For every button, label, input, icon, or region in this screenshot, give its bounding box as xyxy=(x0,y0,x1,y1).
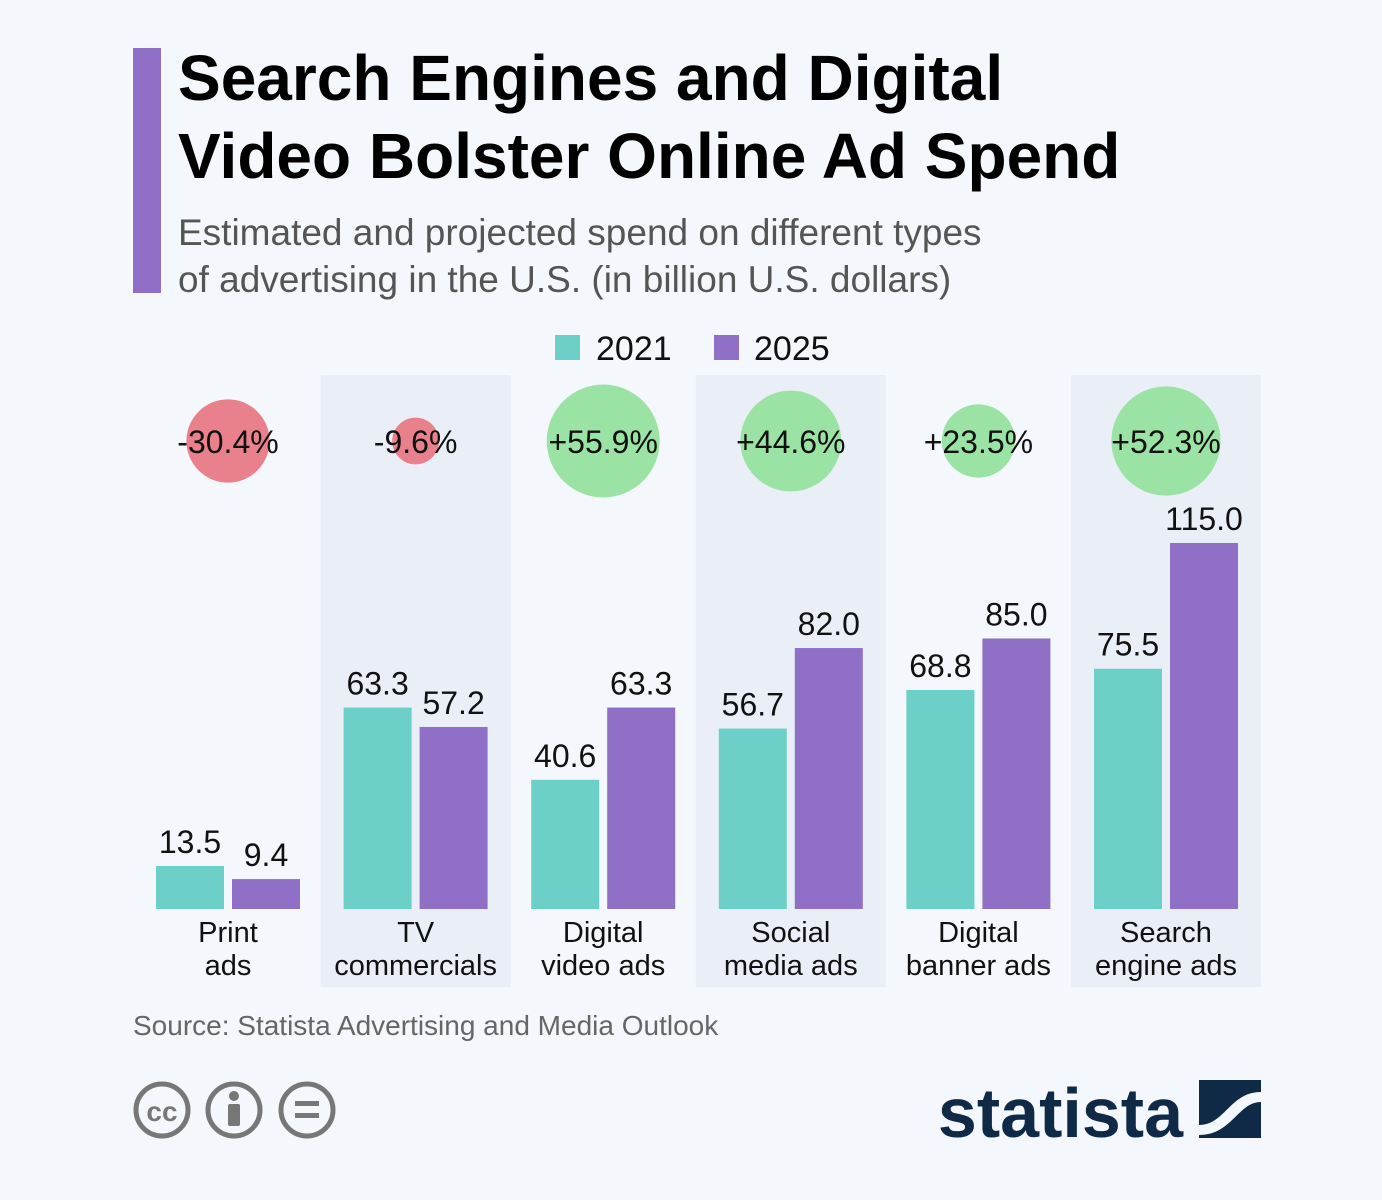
value-label: 40.6 xyxy=(534,738,596,774)
change-bubble xyxy=(1111,386,1221,496)
change-bubble xyxy=(546,384,660,498)
category-label: banner ads xyxy=(906,950,1051,982)
svg-text:cc: cc xyxy=(146,1096,177,1127)
subtitle-line-2: of advertising in the U.S. (in billion U… xyxy=(178,259,951,300)
category-label: media ads xyxy=(724,950,858,982)
category-label: video ads xyxy=(541,950,665,982)
title-line-1: Search Engines and Digital xyxy=(178,42,1003,114)
change-label: +52.3% xyxy=(1111,424,1220,460)
change-label: -9.6% xyxy=(374,424,458,460)
bar-2025 xyxy=(607,707,676,909)
change-label: -30.4% xyxy=(177,424,278,460)
subtitle-line-1: Estimated and projected spend on differe… xyxy=(178,212,982,253)
accent-bar xyxy=(133,48,161,293)
legend: 2021 2025 xyxy=(555,330,830,368)
legend-label-2025: 2025 xyxy=(754,330,830,368)
value-label: 115.0 xyxy=(1165,501,1243,537)
bar-2025 xyxy=(794,648,863,909)
bar-2021 xyxy=(156,866,224,909)
category-label: engine ads xyxy=(1095,950,1237,982)
category-label: TV xyxy=(397,917,435,949)
change-bubble xyxy=(186,399,270,483)
no-derivatives-icon[interactable] xyxy=(278,1081,336,1139)
value-label: 63.3 xyxy=(346,666,408,702)
change-bubble xyxy=(740,390,842,492)
value-label: 13.5 xyxy=(159,824,221,860)
value-label: 68.8 xyxy=(909,648,971,684)
category-label: Social xyxy=(751,917,830,949)
value-label: 82.0 xyxy=(798,606,860,642)
value-label: 56.7 xyxy=(722,687,784,723)
bar-2021 xyxy=(343,707,412,909)
bar-2025 xyxy=(232,879,300,909)
change-label: +55.9% xyxy=(548,424,657,460)
bar-2025 xyxy=(1170,543,1238,909)
bar-2025 xyxy=(419,726,488,909)
category-label: Digital xyxy=(938,917,1019,949)
value-label: 57.2 xyxy=(422,685,484,721)
change-bubble xyxy=(941,404,1015,478)
value-label: 63.3 xyxy=(610,666,672,702)
attribution-icon[interactable] xyxy=(205,1081,263,1139)
change-label: +23.5% xyxy=(924,424,1033,460)
bar-2021 xyxy=(718,728,787,909)
category-label: Digital xyxy=(563,917,644,949)
logo-text: statista xyxy=(938,1074,1184,1152)
category-label: commercials xyxy=(334,950,497,982)
legend-swatch-2025 xyxy=(714,335,739,360)
bar-2025 xyxy=(982,638,1051,909)
category-label: Print xyxy=(198,917,258,949)
bar-2021 xyxy=(1094,668,1162,909)
legend-swatch-2021 xyxy=(555,335,580,360)
value-label: 75.5 xyxy=(1097,627,1159,663)
license-icons: cc xyxy=(133,1081,336,1139)
category-label: Search xyxy=(1120,917,1212,949)
change-label: +44.6% xyxy=(736,424,845,460)
cc-icon[interactable]: cc xyxy=(133,1081,191,1139)
bar-2021 xyxy=(531,779,600,909)
category-label: ads xyxy=(205,950,252,982)
statista-logo: statista xyxy=(938,1074,1261,1152)
source-text: Source: Statista Advertising and Media O… xyxy=(133,1010,719,1041)
title-line-2: Video Bolster Online Ad Spend xyxy=(178,120,1120,192)
bar-2021 xyxy=(906,690,975,909)
value-label: 85.0 xyxy=(985,596,1047,632)
legend-label-2021: 2021 xyxy=(596,330,672,368)
value-label: 9.4 xyxy=(244,837,288,873)
change-bubble xyxy=(392,417,439,465)
